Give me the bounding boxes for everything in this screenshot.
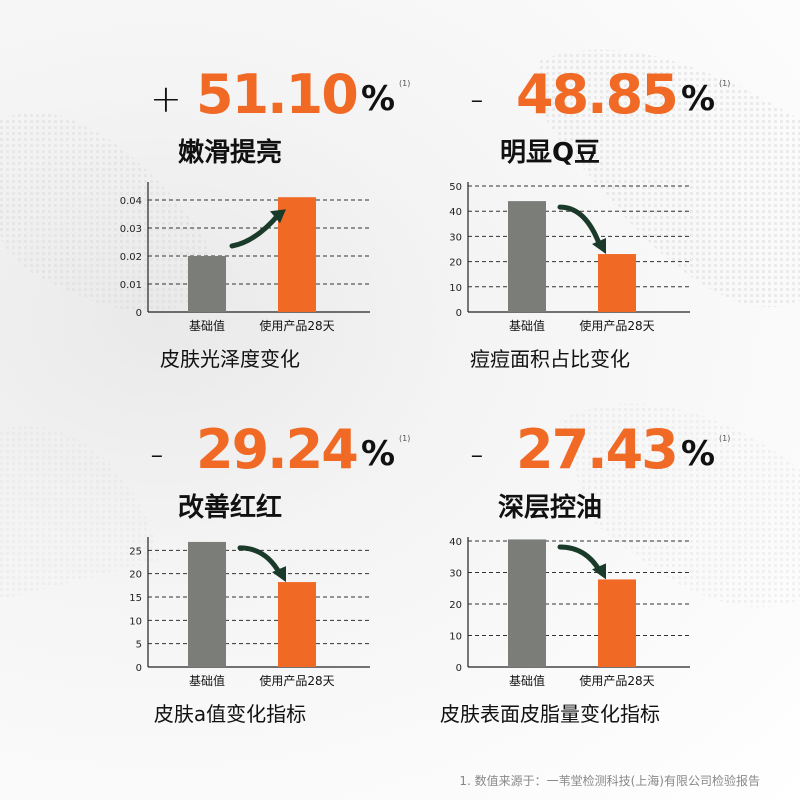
y-tick-label: 5 xyxy=(136,640,142,651)
y-tick-label: 10 xyxy=(129,616,142,627)
x-tick-label: 使用产品28天 xyxy=(579,318,654,333)
bar-after-28-days xyxy=(598,254,636,312)
y-tick-label: 0.02 xyxy=(120,252,142,263)
change-sign: - xyxy=(470,432,484,476)
footnote-ref: (1) xyxy=(719,79,731,88)
percent-value: 48.85 xyxy=(516,63,679,126)
y-tick-label: 0 xyxy=(456,663,462,674)
bar-baseline xyxy=(188,256,226,312)
change-sign: - xyxy=(470,77,484,121)
bar-after-28-days xyxy=(598,579,636,667)
chart-caption: 皮肤光泽度变化 xyxy=(160,347,300,371)
percent-symbol: % xyxy=(361,434,396,474)
percent-symbol: % xyxy=(681,79,716,119)
y-tick-label: 0 xyxy=(136,663,142,674)
x-tick-label: 使用产品28天 xyxy=(579,673,654,688)
change-sign: - xyxy=(150,432,164,476)
bar-after-28-days xyxy=(278,197,316,312)
y-tick-label: 30 xyxy=(449,232,462,243)
x-tick-label: 基础值 xyxy=(189,318,225,333)
x-tick-label: 基础值 xyxy=(189,673,225,688)
percent-value: 51.10 xyxy=(196,63,359,126)
bar-chart: 0 5 10 15 20 25 基础值 使用产品28天 xyxy=(129,537,370,688)
panel-redness: - 29.24 % (1) 改善红红 0 5 10 15 20 25 基础值 使用产品28天 … xyxy=(80,415,440,745)
bar-baseline xyxy=(508,539,546,667)
percent-value: 29.24 xyxy=(196,418,359,481)
trend-arrow-icon xyxy=(237,545,286,583)
percent-symbol: % xyxy=(681,434,716,474)
panel-oil-control: - 27.43 % (1) 深层控油 0 10 20 30 40 基础值 使用产品28天 皮… xyxy=(400,415,760,745)
bar-chart: 0 10 20 30 40 基础值 使用产品28天 xyxy=(449,537,690,688)
panel-smoothness: + 51.10 % (1) 嫩滑提亮 0 0.01 0.02 0.03 0.04 基础值 使… xyxy=(80,60,440,390)
y-tick-label: 0 xyxy=(136,308,142,319)
y-tick-label: 40 xyxy=(449,537,462,548)
trend-arrow-icon xyxy=(229,209,286,249)
y-tick-label: 0.03 xyxy=(120,224,142,235)
bar-chart: 0 0.01 0.02 0.03 0.04 基础值 使用产品28天 xyxy=(120,182,370,333)
y-tick-label: 40 xyxy=(449,207,462,218)
y-tick-label: 20 xyxy=(449,258,462,269)
x-tick-label: 基础值 xyxy=(509,673,545,688)
panel-acne: - 48.85 % (1) 明显Q豆 0 10 20 30 40 50 基础值 使用产品28天… xyxy=(400,60,760,390)
y-tick-label: 0.04 xyxy=(120,196,142,207)
y-tick-label: 15 xyxy=(129,593,142,604)
y-tick-label: 20 xyxy=(449,600,462,611)
chart-caption: 皮肤表面皮脂量变化指标 xyxy=(440,702,660,726)
trend-arrow-icon xyxy=(557,204,606,255)
bar-chart: 0 10 20 30 40 50 基础值 使用产品28天 xyxy=(449,182,690,333)
footnote-ref: (1) xyxy=(399,434,411,443)
bar-after-28-days xyxy=(278,582,316,667)
chart-caption: 皮肤a值变化指标 xyxy=(153,702,307,726)
y-tick-label: 20 xyxy=(129,570,142,581)
y-tick-label: 30 xyxy=(449,569,462,580)
y-tick-label: 50 xyxy=(449,182,462,193)
chart-title: 深层控油 xyxy=(497,493,602,523)
y-tick-label: 0.01 xyxy=(120,280,142,291)
y-tick-label: 25 xyxy=(129,546,142,557)
y-tick-label: 0 xyxy=(456,308,462,319)
y-tick-label: 10 xyxy=(449,283,462,294)
chart-title: 改善红红 xyxy=(177,493,282,523)
y-tick-label: 10 xyxy=(449,632,462,643)
footnote-ref: (1) xyxy=(719,434,731,443)
chart-title: 明显Q豆 xyxy=(499,138,601,168)
percent-value: 27.43 xyxy=(516,418,679,481)
footnote-ref: (1) xyxy=(399,79,411,88)
x-tick-label: 使用产品28天 xyxy=(259,318,334,333)
chart-caption: 痘痘面积占比变化 xyxy=(470,347,630,371)
x-tick-label: 使用产品28天 xyxy=(259,673,334,688)
change-sign: + xyxy=(150,77,182,121)
bar-baseline xyxy=(188,541,226,667)
percent-symbol: % xyxy=(361,79,396,119)
x-tick-label: 基础值 xyxy=(509,318,545,333)
chart-title: 嫩滑提亮 xyxy=(177,138,282,168)
bar-baseline xyxy=(508,201,546,312)
source-footnote: 1. 数值来源于：一苇堂检测科技(上海)有限公司检验报告 xyxy=(459,774,760,788)
trend-arrow-icon xyxy=(557,544,606,580)
